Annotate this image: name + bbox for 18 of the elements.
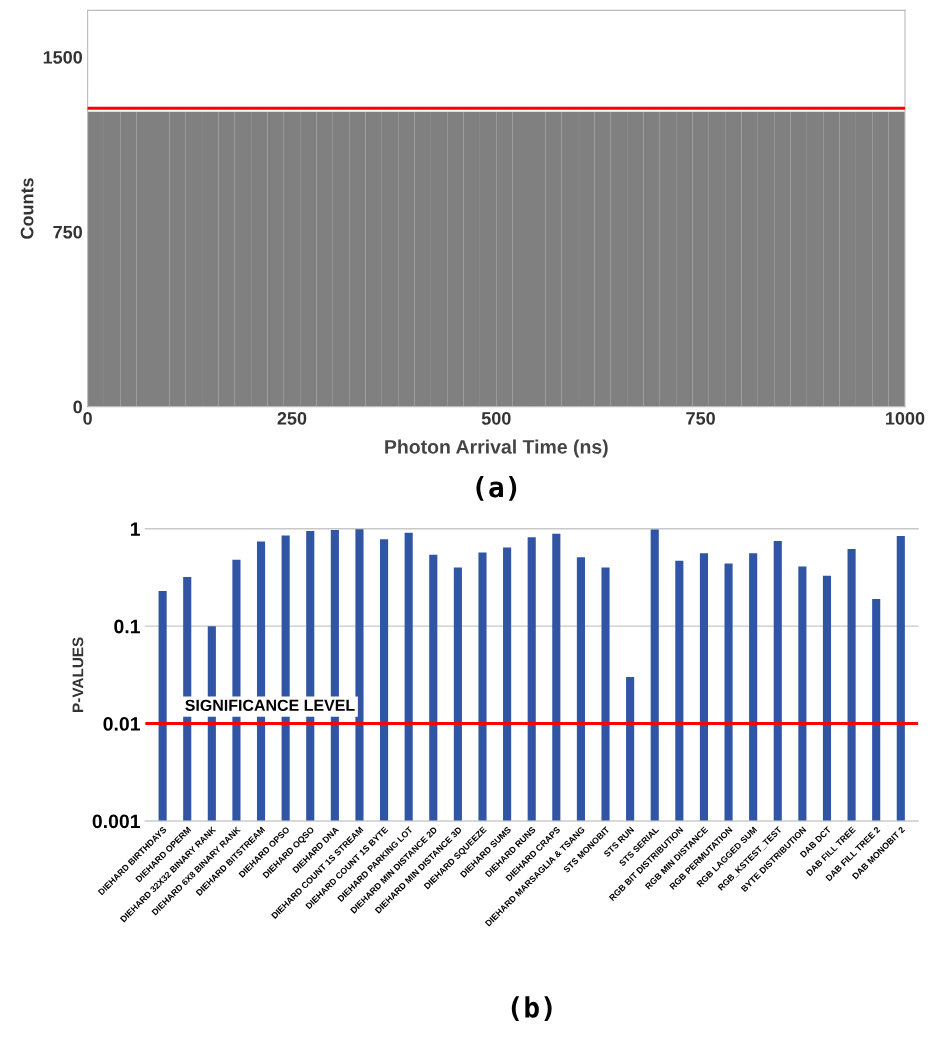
x-tick-label: 250 xyxy=(277,411,307,425)
x-tick-label: 750 xyxy=(686,411,715,425)
x-tick-label: 500 xyxy=(481,411,511,425)
y-tick-label: 1500 xyxy=(43,50,83,64)
ref-line-label: SIGNIFICANCE LEVEL xyxy=(185,699,355,711)
y-tick-label: 0 xyxy=(73,400,83,414)
text: (a) xyxy=(476,476,517,501)
x-axis-title: Photon Arrival Time (ns) xyxy=(385,439,608,458)
y-tick-label: 0.001 xyxy=(92,814,140,829)
y-axis-title: P-VALUES xyxy=(72,637,84,712)
x-tick-label: 1000 xyxy=(886,411,925,425)
y-axis-title: Counts xyxy=(20,178,34,239)
y-tick-label: 1 xyxy=(130,522,140,536)
y-tick-label: 750 xyxy=(53,225,83,239)
y-tick-label: 0.1 xyxy=(114,619,140,634)
x-tick-label: 0 xyxy=(83,411,92,425)
y-tick-label: 0.01 xyxy=(103,717,140,731)
text: (b) xyxy=(511,996,552,1022)
